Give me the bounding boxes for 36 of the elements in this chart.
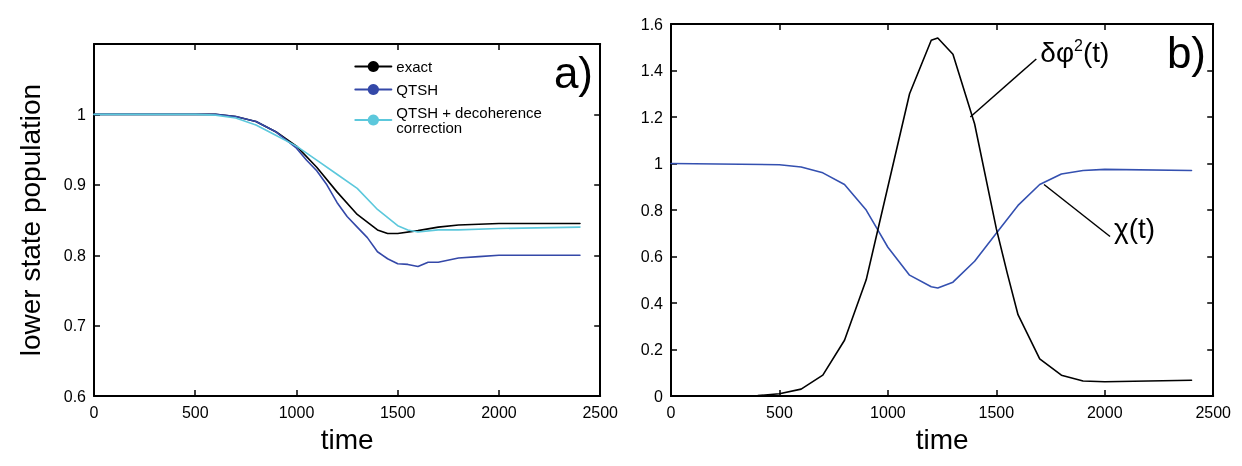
x-tick-label: 1500: [978, 403, 1015, 421]
legend-label: QTSH + decoherence correction: [396, 104, 547, 136]
y-tick-label: 0.4: [640, 294, 664, 312]
y-tick-label: 0.8: [640, 201, 664, 219]
y-axis-title: lower state population: [14, 83, 46, 357]
y-tick-label: 0.6: [63, 387, 87, 405]
line-series: [670, 162, 1193, 289]
y-tick-label: 0.8: [63, 246, 87, 264]
x-tick-label: 0: [89, 403, 99, 421]
x-tick-label: 0: [666, 403, 676, 421]
x-axis-title: time: [915, 423, 969, 455]
y-tick-label: 0.6: [640, 248, 664, 266]
y-tick-label: 1: [77, 105, 87, 123]
y-tick-label: 0.9: [63, 176, 87, 194]
x-tick-label: 1000: [278, 403, 315, 421]
annotation: b): [1166, 27, 1206, 77]
legend-label: exact: [396, 58, 434, 75]
y-tick-label: 1.2: [640, 108, 664, 126]
x-tick-label: 2500: [582, 403, 619, 421]
x-tick-label: 500: [766, 403, 793, 421]
x-tick-label: 2000: [1086, 403, 1123, 421]
annotation: a): [553, 47, 593, 97]
y-tick-label: 0: [654, 387, 664, 405]
y-tick-label: 1.4: [640, 62, 664, 80]
x-tick-label: 2000: [481, 403, 517, 421]
x-axis-title: time: [320, 423, 374, 455]
x-tick-label: 2500: [1195, 403, 1232, 421]
x-tick-label: 1500: [379, 403, 416, 421]
legend-label: QTSH: [396, 81, 439, 98]
y-tick-label: 1: [654, 155, 664, 173]
y-tick-label: 0.7: [63, 317, 87, 335]
x-tick-label: 500: [181, 403, 209, 421]
annotation: χ(t): [1114, 212, 1156, 244]
y-tick-label: 1.6: [640, 15, 664, 33]
y-tick-label: 0.2: [640, 341, 664, 359]
x-tick-label: 1000: [870, 403, 906, 421]
